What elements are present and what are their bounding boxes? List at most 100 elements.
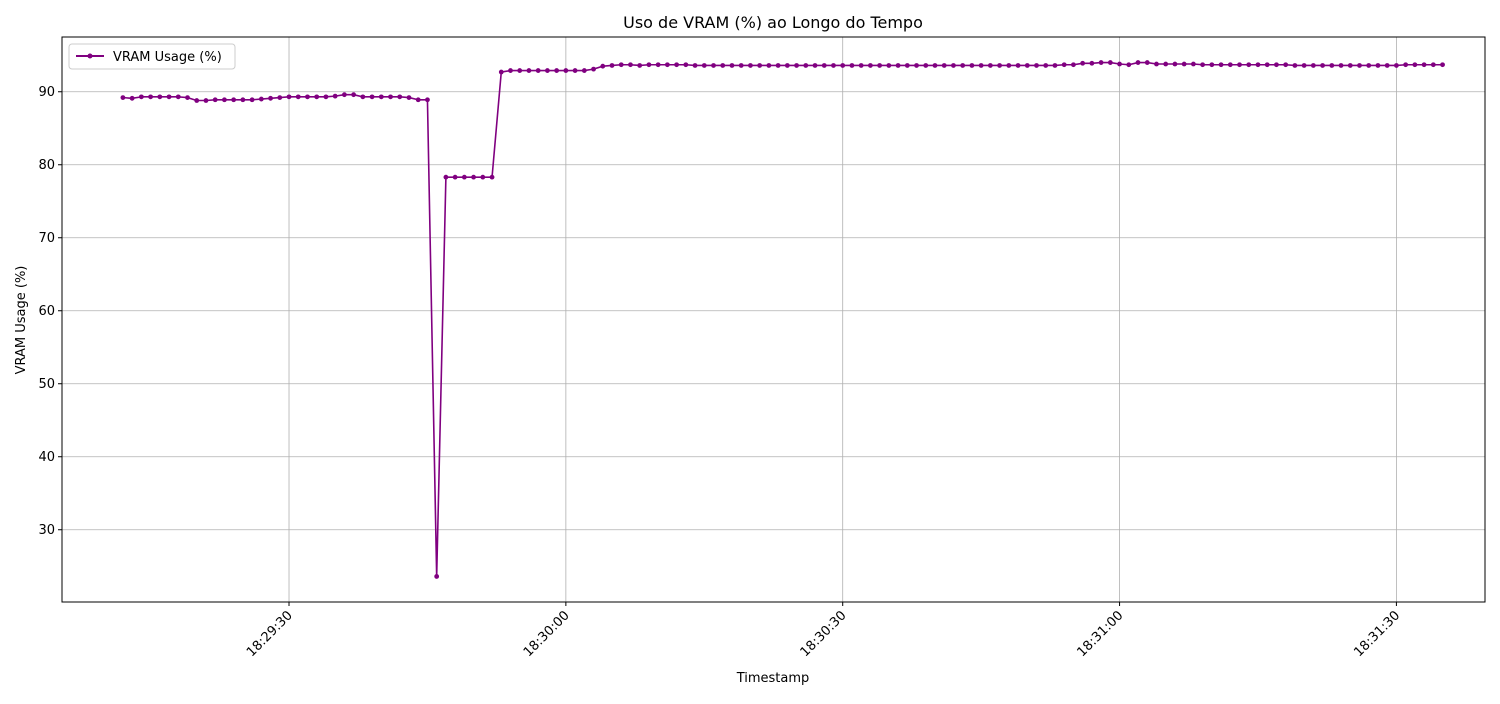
data-point (240, 97, 246, 103)
data-point (821, 63, 827, 68)
data-point (1338, 63, 1344, 68)
data-point (757, 63, 763, 68)
data-point (443, 174, 449, 180)
data-point (489, 174, 495, 180)
data-point (120, 95, 126, 100)
data-point (1357, 63, 1362, 68)
data-point (461, 174, 467, 180)
data-point (480, 174, 486, 180)
y-tick-label: 80 (38, 158, 55, 173)
data-point (766, 63, 772, 68)
data-point (1052, 63, 1058, 68)
data-point (1320, 63, 1325, 68)
data-point (692, 63, 698, 68)
data-point (378, 94, 384, 100)
data-point (914, 63, 919, 68)
data-point (941, 63, 947, 68)
data-point (591, 66, 596, 72)
data-point (203, 98, 209, 103)
data-point (1403, 62, 1409, 68)
data-point (849, 63, 855, 68)
x-tick-label: 18:30:00 (521, 608, 573, 660)
y-tick-label: 40 (38, 450, 55, 465)
data-point (341, 92, 347, 98)
data-point (1394, 63, 1399, 68)
data-point (471, 174, 476, 180)
data-point (305, 94, 310, 100)
data-point (683, 62, 689, 68)
data-point (434, 574, 440, 579)
data-point (175, 94, 181, 100)
data-point (784, 63, 790, 68)
data-point (1135, 60, 1141, 65)
data-point (295, 94, 301, 100)
data-point (1080, 60, 1086, 66)
tick-layer: 30 40 50 60 70 80 90 18:29:30 18:30:00 18:30:30 18… (38, 85, 1403, 660)
data-point (323, 94, 329, 100)
data-point (701, 63, 707, 68)
chart-title: Uso de VRAM (%) ao Longo do Tempo (623, 13, 923, 32)
data-point (1264, 62, 1270, 68)
data-point (1107, 60, 1113, 65)
data-point (794, 63, 799, 68)
data-point (452, 174, 458, 180)
data-point (166, 94, 172, 100)
data-point (1172, 61, 1178, 67)
data-point (1384, 63, 1390, 68)
data-point (1274, 62, 1279, 68)
data-point (157, 94, 163, 100)
data-point (1200, 62, 1206, 68)
data-point (258, 96, 264, 102)
data-point (1301, 63, 1307, 68)
data-point (1218, 62, 1224, 68)
plot-frame (61, 36, 1486, 603)
data-point (655, 62, 661, 68)
data-point (194, 98, 200, 103)
data-point (646, 62, 652, 68)
data-point (1412, 62, 1418, 68)
data-point (360, 94, 366, 100)
data-point (904, 63, 910, 68)
data-point (545, 68, 550, 73)
data-point (351, 92, 357, 98)
data-point (840, 63, 846, 68)
data-point (775, 63, 781, 68)
data-point (425, 97, 430, 103)
data-point (138, 94, 144, 100)
y-tick-label: 60 (38, 304, 55, 319)
data-point (129, 95, 135, 101)
data-point (231, 97, 237, 103)
legend-box (68, 43, 236, 70)
data-point (1421, 62, 1427, 68)
data-point (535, 68, 541, 73)
data-point (1181, 61, 1187, 67)
data-point (1098, 60, 1104, 65)
data-point (618, 62, 624, 68)
data-point (572, 68, 578, 73)
data-point (1144, 60, 1150, 65)
data-point (923, 63, 929, 68)
data-point (406, 95, 412, 100)
data-point (1430, 62, 1436, 68)
data-point (268, 95, 273, 101)
data-point (369, 94, 375, 100)
data-point (222, 97, 227, 103)
data-point (877, 63, 883, 68)
data-point (1366, 63, 1372, 68)
data-point (729, 63, 735, 68)
data-point (1209, 62, 1215, 68)
x-tick-label: 18:30:30 (798, 608, 850, 660)
x-axis-label: Timestamp (736, 671, 810, 686)
data-point (637, 63, 643, 68)
y-tick-label: 30 (38, 523, 55, 538)
data-point (1283, 62, 1289, 68)
data-point (1006, 63, 1012, 68)
data-point (277, 95, 283, 100)
y-tick-label: 90 (38, 85, 55, 100)
data-point (951, 63, 956, 68)
data-point (1034, 63, 1039, 68)
data-point (1375, 63, 1381, 68)
data-point (711, 63, 716, 68)
